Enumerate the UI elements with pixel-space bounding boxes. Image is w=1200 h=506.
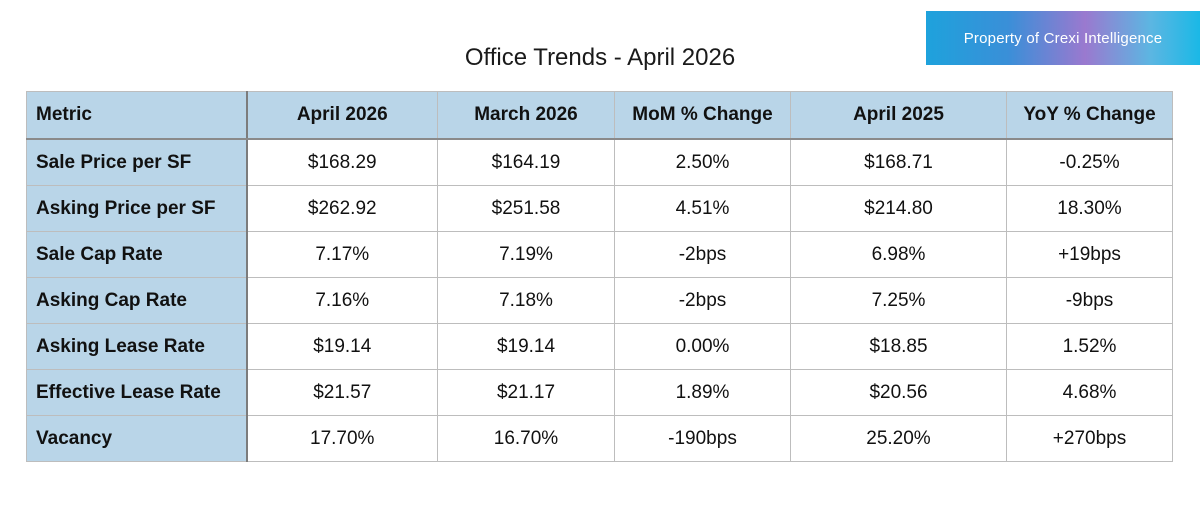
table-cell: 0.00%	[614, 323, 791, 370]
table-cell: 7.19%	[437, 231, 615, 278]
row-metric-label: Sale Cap Rate	[26, 231, 248, 278]
table-cell: $19.14	[246, 323, 438, 370]
table-row: Vacancy 17.70% 16.70% -190bps 25.20% +27…	[26, 415, 1173, 462]
column-header-mom-change: MoM % Change	[614, 91, 791, 140]
table-cell: 4.51%	[614, 185, 791, 232]
table-row: Sale Price per SF $168.29 $164.19 2.50% …	[26, 138, 1173, 186]
table-cell: $168.29	[246, 138, 438, 186]
table-cell: 18.30%	[1006, 185, 1173, 232]
table-cell: +270bps	[1006, 415, 1173, 462]
table-cell: 6.98%	[790, 231, 1007, 278]
table-header-row: Metric April 2026 March 2026 MoM % Chang…	[26, 91, 1173, 140]
table-cell: $21.17	[437, 369, 615, 416]
table-cell: $168.71	[790, 138, 1007, 186]
ownership-badge: Property of Crexi Intelligence	[926, 11, 1200, 65]
table-cell: $164.19	[437, 138, 615, 186]
table-cell: 4.68%	[1006, 369, 1173, 416]
table-cell: 1.52%	[1006, 323, 1173, 370]
page-title: Office Trends - April 2026	[464, 44, 736, 71]
table-cell: $214.80	[790, 185, 1007, 232]
row-metric-label: Asking Price per SF	[26, 185, 248, 232]
table-cell: -2bps	[614, 277, 791, 324]
row-metric-label: Effective Lease Rate	[26, 369, 248, 416]
table-cell: 17.70%	[246, 415, 438, 462]
table-cell: +19bps	[1006, 231, 1173, 278]
row-metric-label: Vacancy	[26, 415, 248, 462]
table-row: Sale Cap Rate 7.17% 7.19% -2bps 6.98% +1…	[26, 231, 1173, 278]
table-cell: 1.89%	[614, 369, 791, 416]
table-cell: -2bps	[614, 231, 791, 278]
table-cell: $262.92	[246, 185, 438, 232]
column-header-yoy-change: YoY % Change	[1006, 91, 1173, 140]
table-row: Asking Cap Rate 7.16% 7.18% -2bps 7.25% …	[26, 277, 1173, 324]
table-cell: -0.25%	[1006, 138, 1173, 186]
row-metric-label: Sale Price per SF	[26, 138, 248, 186]
table-cell: 25.20%	[790, 415, 1007, 462]
column-header-metric: Metric	[26, 91, 248, 140]
table-cell: $21.57	[246, 369, 438, 416]
table-cell: -190bps	[614, 415, 791, 462]
table-cell: 7.17%	[246, 231, 438, 278]
table-row: Effective Lease Rate $21.57 $21.17 1.89%…	[26, 369, 1173, 416]
table-cell: $19.14	[437, 323, 615, 370]
table-cell: 16.70%	[437, 415, 615, 462]
table-cell: $18.85	[790, 323, 1007, 370]
table-cell: 7.18%	[437, 277, 615, 324]
table-cell: 7.16%	[246, 277, 438, 324]
column-header-april-2026: April 2026	[246, 91, 438, 140]
trends-table: Metric April 2026 March 2026 MoM % Chang…	[26, 91, 1173, 462]
column-header-march-2026: March 2026	[437, 91, 615, 140]
table-row: Asking Price per SF $262.92 $251.58 4.51…	[26, 185, 1173, 232]
column-header-april-2025: April 2025	[790, 91, 1007, 140]
table-cell: 7.25%	[790, 277, 1007, 324]
table-row: Asking Lease Rate $19.14 $19.14 0.00% $1…	[26, 323, 1173, 370]
table-cell: $20.56	[790, 369, 1007, 416]
table-cell: $251.58	[437, 185, 615, 232]
row-metric-label: Asking Cap Rate	[26, 277, 248, 324]
row-metric-label: Asking Lease Rate	[26, 323, 248, 370]
table-cell: -9bps	[1006, 277, 1173, 324]
table-cell: 2.50%	[614, 138, 791, 186]
